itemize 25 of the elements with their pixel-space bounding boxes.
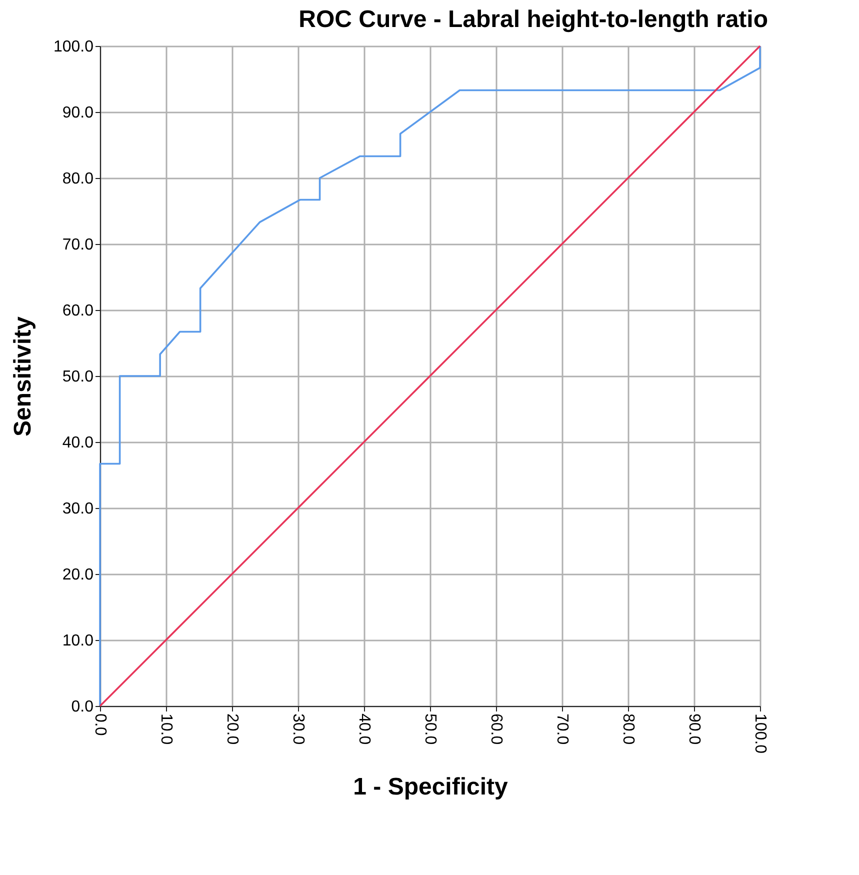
x-tick-label: 20.0 [224,714,240,745]
y-tick-label: 50.0 [62,368,94,386]
y-tick-label: 80.0 [62,170,94,188]
x-tick-label: 80.0 [620,714,636,745]
y-tick-label: 70.0 [62,236,94,254]
y-tick-label: 100.0 [53,38,94,56]
y-tick-label: 30.0 [62,500,94,518]
x-tick-label: 90.0 [686,714,702,745]
y-tick-label: 20.0 [62,566,94,584]
x-tick-label: 40.0 [356,714,372,745]
x-tick-label: 100.0 [752,714,768,754]
x-axis-title: 1 - Specificity [353,774,509,801]
x-tick-label: 10.0 [158,714,174,745]
y-tick-label: 0.0 [71,698,94,716]
chart-title: ROC Curve - Labral height-to-length ratio [298,6,768,33]
x-tick-label: 0.0 [92,714,108,736]
x-tick-label: 70.0 [554,714,570,745]
x-tick-label: 30.0 [290,714,306,745]
x-tick-label: 60.0 [488,714,504,745]
y-tick-label: 10.0 [62,632,94,650]
x-tick-label: 50.0 [422,714,438,745]
y-tick-label: 60.0 [62,302,94,320]
y-tick-label: 90.0 [62,104,94,122]
y-axis-title: Sensitivity [9,316,36,437]
y-tick-label: 40.0 [62,434,94,452]
